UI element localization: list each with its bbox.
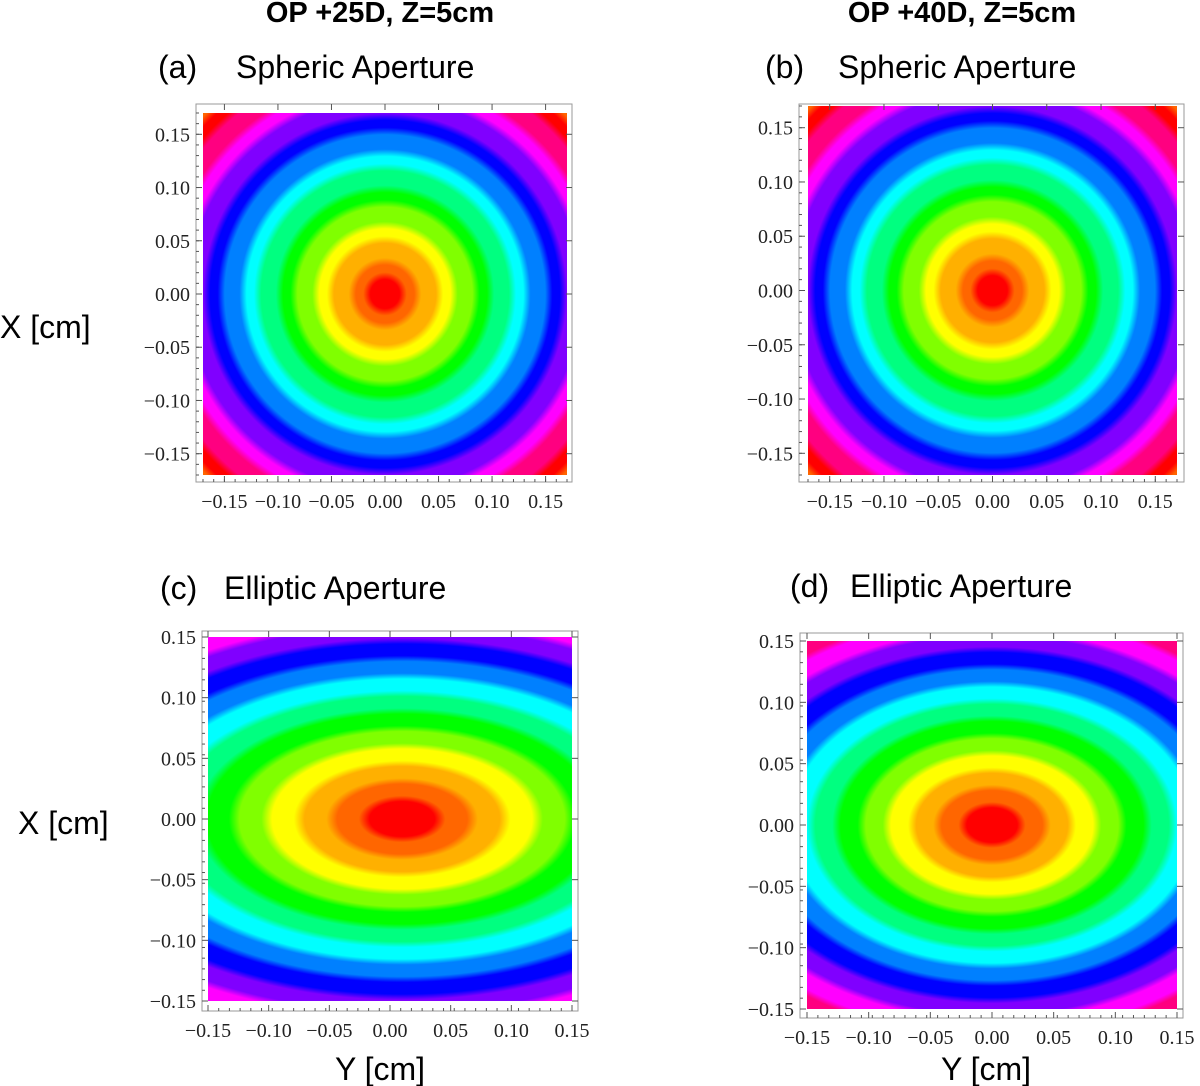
y-tick-label: −0.15 xyxy=(150,991,196,1013)
y-tick-label: 0.15 xyxy=(759,631,794,653)
x-tick-label: 0.00 xyxy=(373,1020,408,1042)
x-tick-label: 0.10 xyxy=(1084,491,1119,513)
x-tick-label: 0.05 xyxy=(433,1020,468,1042)
y-tick-label: 0.15 xyxy=(155,124,190,146)
y-tick-label: 0.15 xyxy=(161,627,196,649)
column-title-left: OP +25D, Z=5cm xyxy=(266,0,494,29)
panel-a-plot: −0.15 −0.10 −0.05 0.00 0.05 0.10 0.15 −0.15 −0.1… xyxy=(144,103,573,513)
y-tick-label: −0.10 xyxy=(150,930,196,952)
y-tick-label: 0.00 xyxy=(155,284,190,306)
x-tick-label: −0.15 xyxy=(807,491,853,513)
heatmap-surface xyxy=(808,106,1177,475)
y-tick-label: −0.10 xyxy=(144,390,190,412)
y-tick-label: 0.10 xyxy=(759,692,794,714)
panel-c-ylabel: X [cm] xyxy=(18,805,109,841)
x-tick-label: −0.15 xyxy=(201,491,247,513)
y-tick-label: 0.10 xyxy=(161,688,196,710)
y-tick-label: 0.05 xyxy=(759,754,794,776)
y-tick-label: 0.00 xyxy=(759,815,794,837)
panel-c-xlabel: Y [cm] xyxy=(335,1051,425,1086)
heatmap-surface xyxy=(203,113,567,475)
panel-d-plot: −0.15 −0.10 −0.05 0.00 0.05 0.10 0.15 −0.15 −0.1… xyxy=(748,631,1195,1049)
x-tick-label: −0.15 xyxy=(784,1027,830,1049)
heatmap-surface xyxy=(208,637,572,1001)
y-tick-label: −0.10 xyxy=(747,389,793,411)
x-tick-label: −0.10 xyxy=(861,491,907,513)
y-tick-label: 0.10 xyxy=(758,172,793,194)
y-tick-label: −0.05 xyxy=(144,337,190,359)
x-tick-label: 0.10 xyxy=(1098,1027,1133,1049)
x-tick-label: 0.00 xyxy=(975,491,1010,513)
y-tick-label: −0.05 xyxy=(748,876,794,898)
x-tick-label: 0.10 xyxy=(475,491,510,513)
x-tick-label: −0.15 xyxy=(185,1020,231,1042)
panel-b-title: Spheric Aperture xyxy=(838,49,1076,85)
column-title-right: OP +40D, Z=5cm xyxy=(848,0,1076,29)
x-tick-label: −0.05 xyxy=(915,491,961,513)
x-tick-label: 0.00 xyxy=(975,1027,1010,1049)
x-tick-label: −0.05 xyxy=(308,491,354,513)
y-tick-label: 0.05 xyxy=(161,748,196,770)
x-tick-label: −0.10 xyxy=(246,1020,292,1042)
plot-frame xyxy=(195,103,573,483)
y-tick-label: −0.05 xyxy=(150,870,196,892)
panel-b-plot: −0.15 −0.10 −0.05 0.00 0.05 0.10 0.15 −0.15 −0.1… xyxy=(747,103,1185,513)
panel-a-title: Spheric Aperture xyxy=(236,49,474,85)
x-tick-label: 0.05 xyxy=(421,491,456,513)
x-tick-label: −0.05 xyxy=(306,1020,352,1042)
y-tick-label: 0.00 xyxy=(758,281,793,303)
panel-b-letter: (b) xyxy=(765,49,804,85)
panel-d-title: Elliptic Aperture xyxy=(850,568,1072,604)
y-tick-label: 0.05 xyxy=(155,231,190,253)
y-tick-label: −0.15 xyxy=(144,444,190,466)
x-tick-label: 0.10 xyxy=(494,1020,529,1042)
y-tick-label: 0.05 xyxy=(758,226,793,248)
plot-frame xyxy=(798,103,1185,483)
x-tick-label: 0.15 xyxy=(1160,1027,1195,1049)
x-tick-label: 0.15 xyxy=(555,1020,590,1042)
y-tick-label: −0.10 xyxy=(748,938,794,960)
panel-c-title: Elliptic Aperture xyxy=(224,570,446,606)
y-tick-label: 0.10 xyxy=(155,178,190,200)
y-tick-label: −0.05 xyxy=(747,335,793,357)
panel-c-plot: −0.15 −0.10 −0.05 0.00 0.05 0.10 0.15 −0.15 −0.1… xyxy=(150,627,590,1042)
x-tick-label: −0.05 xyxy=(907,1027,953,1049)
x-tick-label: 0.15 xyxy=(528,491,563,513)
panel-a-ylabel: X [cm] xyxy=(0,309,91,345)
heatmap-surface xyxy=(807,641,1177,1009)
x-tick-label: 0.15 xyxy=(1138,491,1173,513)
x-tick-label: 0.05 xyxy=(1029,491,1064,513)
y-tick-label: 0.15 xyxy=(758,118,793,140)
y-tick-label: 0.00 xyxy=(161,809,196,831)
y-tick-label: −0.15 xyxy=(747,443,793,465)
panel-c-letter: (c) xyxy=(160,570,197,606)
x-tick-label: −0.10 xyxy=(846,1027,892,1049)
x-tick-label: 0.00 xyxy=(368,491,403,513)
panel-a-letter: (a) xyxy=(158,49,197,85)
panel-d-xlabel: Y [cm] xyxy=(941,1051,1031,1086)
x-tick-label: 0.05 xyxy=(1036,1027,1071,1049)
panel-d-letter: (d) xyxy=(790,568,829,604)
x-tick-label: −0.10 xyxy=(255,491,301,513)
y-tick-label: −0.15 xyxy=(748,999,794,1021)
